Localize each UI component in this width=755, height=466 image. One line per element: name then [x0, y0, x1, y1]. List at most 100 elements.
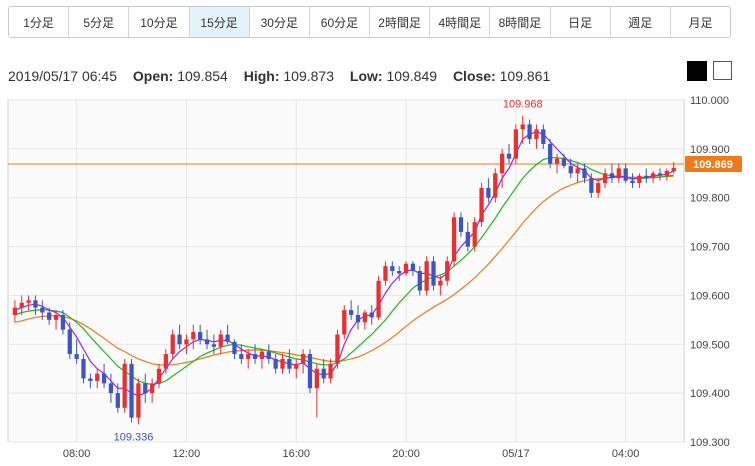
- high-label: High:: [243, 68, 280, 84]
- candle: [328, 358, 333, 384]
- candle-body: [314, 368, 319, 389]
- dark-theme-button[interactable]: [687, 61, 707, 81]
- candle-body: [513, 129, 518, 159]
- candlestick-chart[interactable]: 110.000 109.900 109.800 109.700 109.600 109.5…: [0, 88, 755, 466]
- low-annotation: 109.336: [114, 431, 154, 443]
- candle-body: [644, 175, 649, 179]
- candle-body: [520, 124, 525, 130]
- tab-timeframe-3[interactable]: 15分足: [189, 7, 250, 37]
- candle: [12, 300, 17, 323]
- candle-body: [335, 334, 340, 364]
- candle-body: [225, 334, 230, 342]
- candle-body: [383, 266, 388, 281]
- candle: [191, 324, 196, 350]
- candle: [273, 354, 278, 374]
- candle: [445, 256, 450, 286]
- tab-timeframe-9[interactable]: 日足: [550, 7, 611, 37]
- tab-timeframe-11[interactable]: 月足: [670, 7, 730, 37]
- candle-body: [307, 354, 313, 389]
- candle-body: [403, 263, 409, 274]
- candle-body: [602, 173, 608, 184]
- candle-body: [465, 231, 470, 247]
- candle: [335, 329, 340, 369]
- candle: [122, 358, 127, 413]
- candle-body: [26, 300, 31, 303]
- plot-area: [7, 99, 685, 443]
- candle: [294, 358, 299, 379]
- candle: [390, 261, 395, 276]
- candle-body: [163, 354, 168, 369]
- candle: [101, 363, 107, 389]
- candle: [493, 168, 498, 203]
- light-theme-button[interactable]: [713, 61, 732, 80]
- tab-timeframe-0[interactable]: 1分足: [9, 7, 70, 37]
- candle: [644, 168, 649, 184]
- candle: [81, 354, 86, 384]
- candle-body: [60, 314, 66, 330]
- candle-body: [609, 173, 615, 179]
- candle: [575, 163, 580, 184]
- tab-timeframe-2[interactable]: 10分足: [129, 7, 190, 37]
- candle: [40, 300, 45, 320]
- candle-body: [232, 341, 237, 355]
- candle: [355, 305, 361, 330]
- candle: [554, 153, 560, 174]
- candle: [596, 178, 601, 198]
- ma-long-line: [14, 175, 674, 366]
- candle-body: [218, 334, 223, 347]
- candle-body: [177, 334, 182, 345]
- candle: [342, 305, 347, 340]
- candle-body: [623, 168, 628, 181]
- tab-timeframe-6[interactable]: 2時間足: [370, 7, 431, 37]
- candle: [259, 349, 265, 369]
- current-price-badge: [685, 156, 742, 173]
- candle: [609, 163, 615, 184]
- candle: [630, 173, 635, 188]
- x-tick-label: 20:00: [392, 448, 420, 460]
- candle-body: [493, 173, 498, 198]
- candle-body: [397, 271, 402, 274]
- candle: [287, 349, 292, 374]
- candle: [376, 275, 381, 320]
- candle: [129, 358, 134, 423]
- candle-body: [19, 302, 24, 308]
- tab-timeframe-4[interactable]: 30分足: [249, 7, 310, 37]
- tab-timeframe-8[interactable]: 8時間足: [490, 7, 551, 37]
- candle: [156, 363, 162, 389]
- candle-body: [486, 187, 491, 198]
- candle-body: [211, 344, 217, 347]
- candle: [458, 212, 464, 237]
- candle-body: [149, 383, 155, 394]
- candle-body: [561, 158, 567, 166]
- high-value: 109.873: [283, 68, 334, 84]
- candle-body: [589, 178, 594, 193]
- candle: [383, 261, 388, 286]
- candle-body: [671, 167, 676, 172]
- low-label: Low:: [349, 68, 383, 84]
- candle: [561, 153, 567, 169]
- candle-body: [129, 363, 134, 418]
- current-price-label: 109.869: [693, 159, 733, 171]
- candle-body: [108, 383, 114, 394]
- candle: [300, 349, 306, 374]
- candle: [520, 115, 525, 144]
- candle-body: [74, 354, 79, 359]
- candle-body: [568, 165, 573, 174]
- candle-body: [582, 168, 587, 179]
- candle: [664, 168, 669, 181]
- y-tick-label: 110.000: [690, 95, 729, 107]
- tab-timeframe-1[interactable]: 5分足: [69, 7, 130, 37]
- candle: [26, 295, 31, 311]
- low-value: 109.849: [386, 68, 438, 84]
- tab-timeframe-10[interactable]: 週足: [610, 7, 671, 37]
- tab-timeframe-7[interactable]: 4時間足: [430, 7, 491, 37]
- y-tick-label: 109.300: [690, 437, 730, 449]
- y-tick-label: 109.500: [690, 339, 730, 351]
- candle-body: [445, 261, 450, 281]
- candle-body: [47, 312, 52, 320]
- candle: [582, 163, 587, 184]
- tab-timeframe-5[interactable]: 60分足: [309, 7, 371, 37]
- candle-body: [246, 354, 251, 359]
- y-tick-label: 109.900: [690, 144, 730, 156]
- candle-body: [95, 373, 100, 381]
